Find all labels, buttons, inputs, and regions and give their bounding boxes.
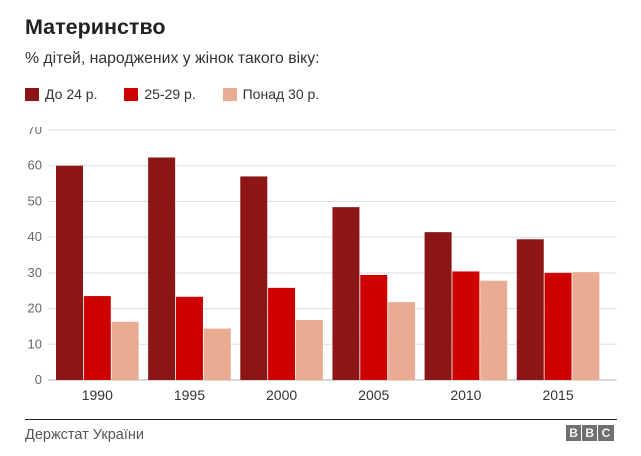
svg-text:50: 50 xyxy=(28,193,42,208)
svg-text:2005: 2005 xyxy=(358,387,389,403)
svg-text:1990: 1990 xyxy=(82,387,113,403)
svg-text:2000: 2000 xyxy=(266,387,297,403)
svg-text:0: 0 xyxy=(35,372,42,387)
svg-text:2015: 2015 xyxy=(542,387,573,403)
svg-text:70: 70 xyxy=(28,127,42,137)
svg-text:60: 60 xyxy=(28,158,42,173)
svg-text:1995: 1995 xyxy=(174,387,205,403)
svg-text:20: 20 xyxy=(28,301,42,316)
svg-text:10: 10 xyxy=(28,336,42,351)
svg-text:30: 30 xyxy=(28,265,42,280)
svg-text:40: 40 xyxy=(28,229,42,244)
svg-text:2010: 2010 xyxy=(450,387,481,403)
